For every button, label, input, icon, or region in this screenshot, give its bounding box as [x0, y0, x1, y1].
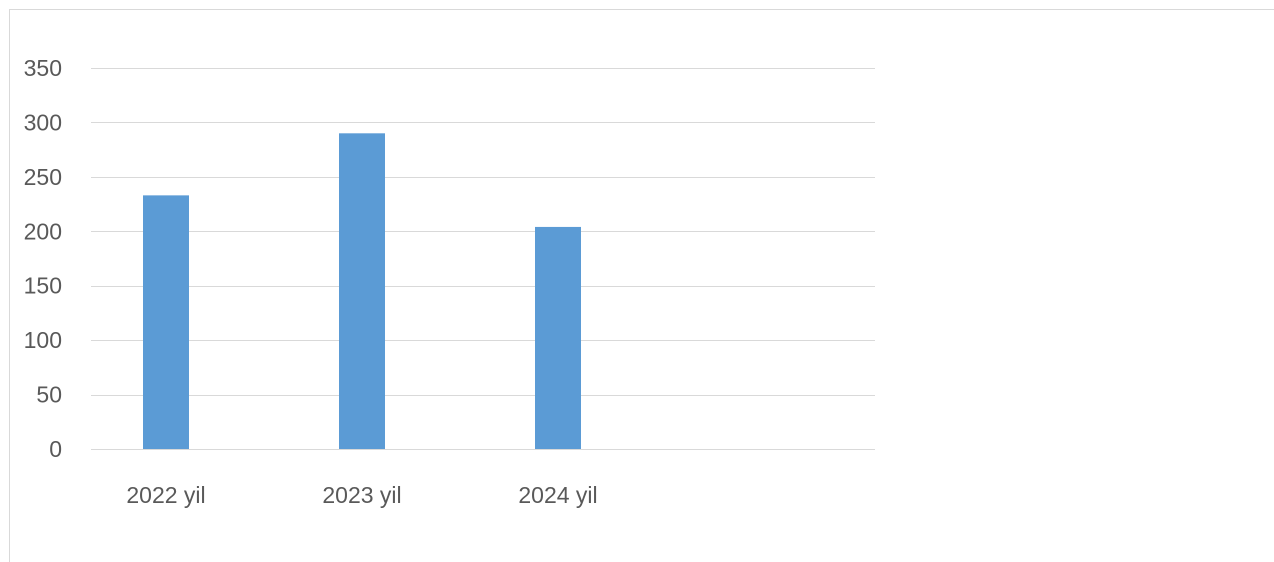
y-tick-label: 0	[49, 436, 62, 462]
y-tick-label: 300	[24, 109, 62, 135]
y-tick-label: 200	[24, 218, 62, 244]
bar-2022-yil	[143, 195, 189, 449]
y-tick-label: 50	[36, 382, 62, 408]
y-tick-label: 100	[24, 327, 62, 353]
x-axis-tick-labels: 2022 yil 2023 yil 2024 yil	[126, 482, 597, 508]
bar-2023-yil	[339, 133, 385, 450]
y-tick-label: 250	[24, 164, 62, 190]
y-tick-label: 150	[24, 273, 62, 299]
y-tick-label: 350	[24, 55, 62, 81]
x-tick-label: 2022 yil	[126, 482, 205, 508]
bars	[143, 133, 581, 450]
gridlines	[91, 68, 875, 450]
bar-2024-yil	[535, 226, 581, 449]
x-tick-label: 2024 yil	[518, 482, 597, 508]
chart-area	[9, 9, 1274, 562]
y-axis-tick-labels: 0 50 100 150 200 250 300 350	[24, 55, 62, 462]
x-tick-label: 2023 yil	[322, 482, 401, 508]
